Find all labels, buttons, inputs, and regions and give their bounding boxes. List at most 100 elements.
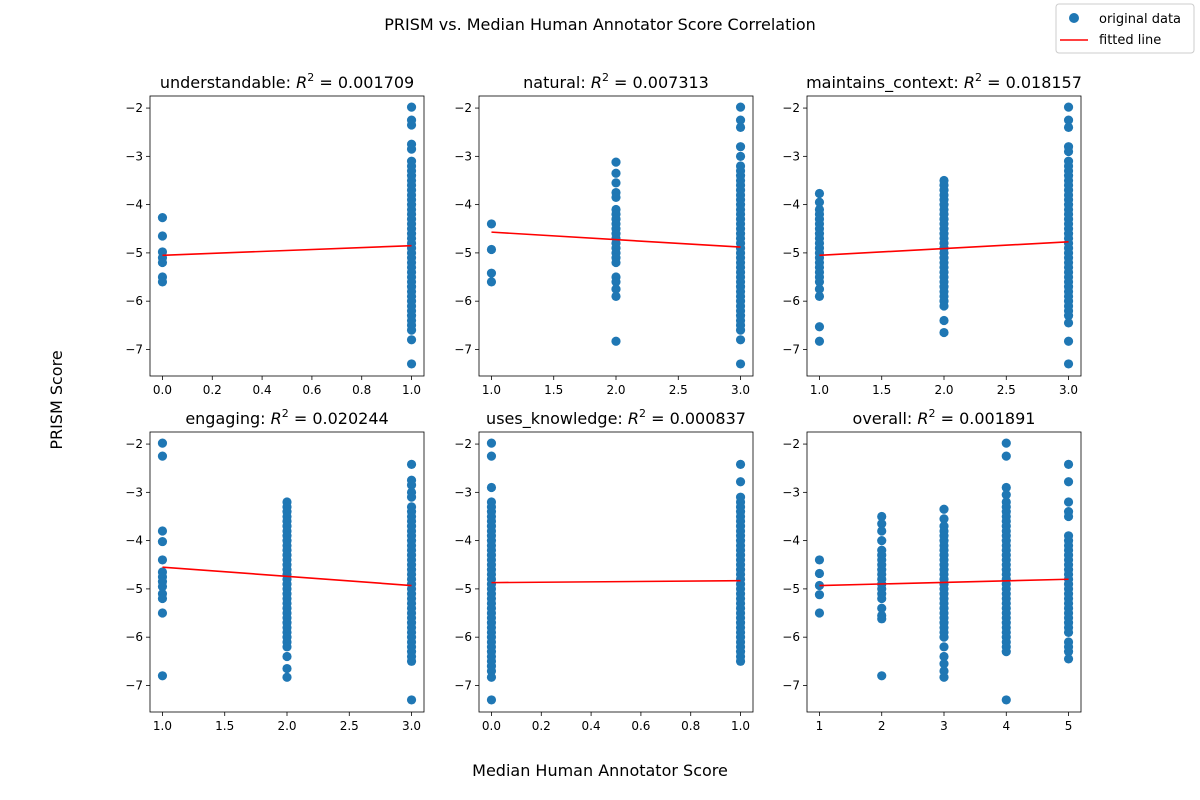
subplot-title: natural: R2 = 0.007313 bbox=[523, 71, 709, 92]
x-tick-label: 0.0 bbox=[482, 719, 501, 733]
r-squared-value: = 0.001891 bbox=[936, 409, 1036, 428]
data-point bbox=[486, 277, 497, 287]
y-tick-label: −7 bbox=[125, 678, 143, 692]
y-tick-label: −6 bbox=[782, 630, 800, 644]
subplot-title-name: maintains_context: bbox=[806, 73, 964, 93]
x-tick-label: 1.0 bbox=[731, 719, 750, 733]
y-tick-label: −6 bbox=[125, 630, 143, 644]
data-point bbox=[157, 593, 168, 604]
data-point bbox=[1063, 336, 1074, 346]
data-point bbox=[157, 257, 168, 268]
data-point bbox=[939, 651, 949, 662]
fitted-line bbox=[491, 231, 741, 248]
y-tick-label: −7 bbox=[782, 678, 800, 692]
y-tick-label: −3 bbox=[454, 485, 472, 499]
data-point bbox=[814, 188, 825, 199]
x-tick-label: 2.5 bbox=[669, 383, 688, 397]
y-tick-label: −4 bbox=[454, 198, 472, 212]
y-tick-label: −4 bbox=[125, 198, 143, 212]
subplot-title-name: engaging: bbox=[185, 409, 270, 428]
x-tick-label: 1.0 bbox=[402, 383, 421, 397]
data-point bbox=[1063, 459, 1074, 469]
legend: original data fitted line bbox=[1055, 3, 1195, 54]
data-point bbox=[157, 277, 168, 287]
r-squared-exponent: 2 bbox=[975, 71, 982, 84]
y-tick-label: −7 bbox=[782, 342, 800, 356]
axes-frame bbox=[149, 431, 425, 713]
data-point bbox=[1063, 311, 1074, 321]
data-point bbox=[282, 651, 292, 662]
figure-supxlabel: Median Human Annotator Score bbox=[472, 761, 728, 780]
data-point bbox=[611, 157, 621, 167]
data-point bbox=[406, 102, 417, 112]
data-point bbox=[814, 291, 825, 301]
y-tick-label: −4 bbox=[782, 198, 800, 212]
subplot-maintains-context: maintains_context: R2 = 0.018157 1.0 1.5 2.… bbox=[782, 71, 1082, 397]
fitted-line bbox=[819, 578, 1069, 587]
r-squared-exponent: 2 bbox=[282, 407, 289, 420]
subplot-natural: natural: R2 = 0.007313 1.0 1.5 2.0 2.5 3.0 −2 −… bbox=[454, 71, 754, 397]
x-tick-label: 0.6 bbox=[631, 719, 650, 733]
data-point bbox=[877, 603, 887, 613]
subplot-title: uses_knowledge: R2 = 0.000837 bbox=[486, 407, 746, 429]
y-tick-label: −6 bbox=[782, 294, 800, 308]
data-point bbox=[486, 672, 497, 682]
r-squared-symbol: R bbox=[271, 409, 282, 428]
data-point bbox=[735, 656, 746, 666]
data-point bbox=[814, 568, 825, 579]
subplot-title: understandable: R2 = 0.001709 bbox=[160, 71, 414, 92]
x-tick-label: 2.0 bbox=[934, 383, 953, 397]
axes-frame bbox=[478, 95, 754, 377]
y-tick-label: −5 bbox=[782, 246, 800, 260]
data-point bbox=[406, 480, 417, 490]
data-point bbox=[486, 219, 497, 229]
y-tick-label: −2 bbox=[454, 101, 472, 115]
data-point bbox=[939, 504, 949, 514]
data-point bbox=[814, 197, 825, 207]
data-point bbox=[1063, 359, 1074, 369]
x-tick-label: 1.5 bbox=[544, 383, 563, 397]
x-tick-label: 0.4 bbox=[253, 383, 272, 397]
data-point bbox=[157, 608, 168, 618]
subplot-understandable: understandable: R2 = 0.001709 0.0 0.2 0.4 0.… bbox=[125, 71, 425, 397]
data-point bbox=[406, 492, 417, 502]
subplot-title: engaging: R2 = 0.020244 bbox=[185, 407, 388, 428]
data-point bbox=[735, 459, 746, 469]
x-tick-label: 3.0 bbox=[1059, 383, 1078, 397]
subplot-title-name: understandable: bbox=[160, 73, 296, 92]
data-point bbox=[406, 656, 417, 666]
data-point bbox=[406, 325, 417, 335]
data-point bbox=[486, 451, 497, 461]
y-tick-label: −5 bbox=[454, 246, 472, 260]
x-tick-label: 1 bbox=[816, 719, 824, 733]
r-squared-value: = 0.001709 bbox=[314, 73, 414, 92]
data-point bbox=[1001, 695, 1011, 705]
data-point bbox=[735, 142, 746, 152]
x-tick-label: 1.5 bbox=[215, 719, 234, 733]
x-tick-label: 2.0 bbox=[277, 719, 296, 733]
legend-label-original-data: original data bbox=[1099, 12, 1181, 27]
data-point bbox=[406, 459, 417, 469]
data-point bbox=[735, 122, 746, 132]
data-point bbox=[1063, 627, 1074, 637]
x-tick-label: 2 bbox=[878, 719, 886, 733]
data-point bbox=[406, 144, 417, 154]
data-point bbox=[1063, 511, 1074, 522]
data-point bbox=[157, 526, 168, 536]
y-tick-label: −3 bbox=[125, 149, 143, 163]
data-point bbox=[735, 151, 746, 161]
x-tick-label: 4 bbox=[1002, 719, 1010, 733]
data-point bbox=[877, 519, 887, 529]
fitted-line bbox=[491, 579, 741, 584]
subplot-title-name: natural: bbox=[523, 73, 591, 92]
data-point bbox=[939, 301, 949, 311]
data-point bbox=[1063, 654, 1074, 664]
x-tick-label: 0.2 bbox=[203, 383, 222, 397]
r-squared-exponent: 2 bbox=[929, 407, 936, 420]
data-point bbox=[814, 284, 825, 294]
y-tick-label: −6 bbox=[454, 294, 472, 308]
data-point bbox=[939, 315, 949, 326]
r-squared-symbol: R bbox=[917, 409, 928, 428]
data-point bbox=[1063, 102, 1074, 112]
